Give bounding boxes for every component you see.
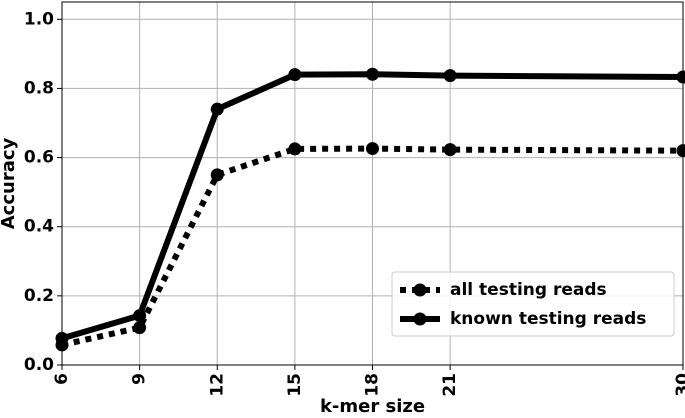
y-axis-label: Accuracy: [0, 137, 19, 229]
data-point: [211, 103, 224, 116]
x-tick-label: 6: [52, 373, 72, 385]
y-tick-label: 0.2: [24, 286, 54, 306]
y-tick-label: 1.0: [24, 9, 54, 29]
x-tick-label: 30: [673, 373, 685, 397]
ticks: 6 9 12 15 18 21 30 0.0 0.2 0.4 0.6 0.8 1.0: [24, 9, 685, 396]
x-tick-label: 21: [440, 373, 460, 397]
legend-marker: [414, 284, 427, 297]
data-point: [288, 68, 301, 81]
data-point: [366, 68, 379, 81]
y-tick-label: 0.8: [24, 78, 54, 98]
data-point: [133, 321, 146, 334]
data-point: [366, 142, 379, 155]
legend-marker: [414, 313, 427, 326]
data-point: [444, 143, 457, 156]
x-axis-label: k-mer size: [320, 396, 425, 414]
x-tick-label: 9: [130, 373, 150, 385]
y-tick-label: 0.6: [24, 148, 54, 168]
x-tick-label: 12: [207, 373, 227, 397]
data-point: [677, 71, 685, 84]
legend: all testing reads known testing reads: [392, 272, 674, 336]
data-point: [133, 309, 146, 322]
legend-label: known testing reads: [450, 309, 646, 329]
x-tick-label: 15: [285, 373, 305, 397]
legend-label: all testing reads: [450, 280, 607, 300]
data-point: [677, 144, 685, 157]
x-tick-label: 18: [363, 373, 383, 397]
data-point: [211, 168, 224, 181]
data-point: [444, 69, 457, 82]
y-tick-label: 0.4: [24, 217, 54, 237]
data-point: [288, 142, 301, 155]
y-tick-label: 0.0: [24, 355, 54, 375]
